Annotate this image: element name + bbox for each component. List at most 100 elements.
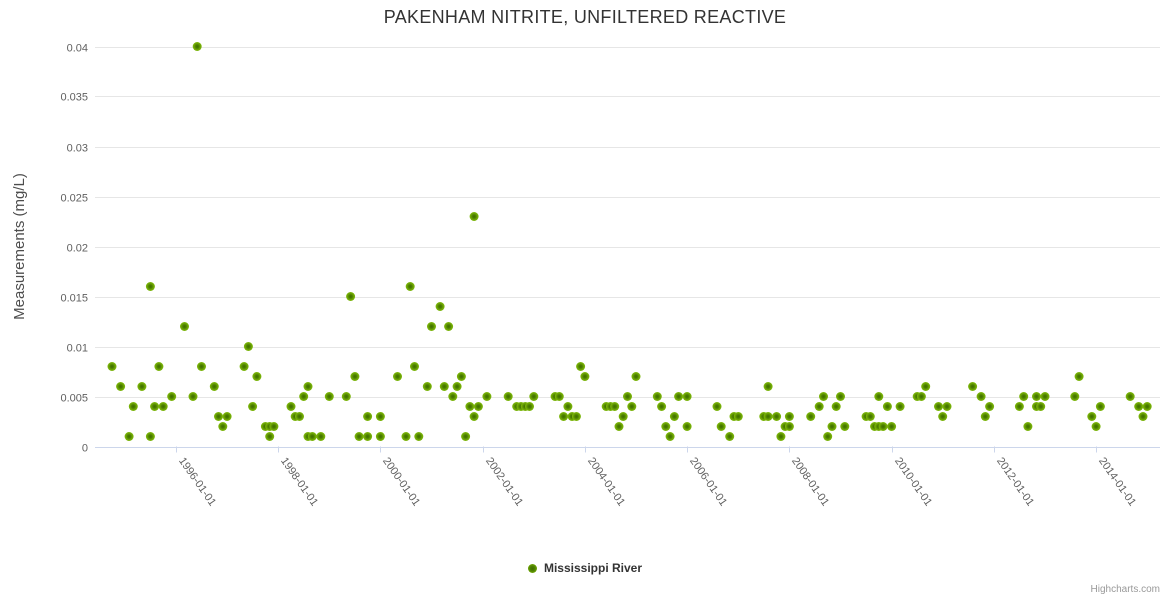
- data-point[interactable]: [252, 372, 262, 381]
- data-point[interactable]: [614, 422, 624, 431]
- data-point[interactable]: [154, 362, 164, 371]
- data-point[interactable]: [831, 402, 841, 411]
- data-point[interactable]: [307, 432, 317, 441]
- data-point[interactable]: [1032, 392, 1041, 401]
- data-point[interactable]: [865, 412, 875, 421]
- data-point[interactable]: [1036, 402, 1046, 411]
- data-point[interactable]: [725, 432, 735, 441]
- data-point[interactable]: [158, 402, 168, 411]
- data-point[interactable]: [1142, 402, 1152, 411]
- data-point[interactable]: [571, 412, 581, 421]
- data-point[interactable]: [197, 362, 206, 371]
- data-point[interactable]: [469, 412, 479, 421]
- data-point[interactable]: [503, 392, 513, 401]
- legend-item-mississippi-river[interactable]: Mississippi River: [0, 561, 1170, 575]
- data-point[interactable]: [265, 432, 275, 441]
- data-point[interactable]: [137, 382, 147, 391]
- data-point[interactable]: [469, 212, 479, 221]
- data-point[interactable]: [669, 412, 679, 421]
- highcharts-credits-link[interactable]: Highcharts.com: [1090, 584, 1160, 595]
- data-point[interactable]: [921, 382, 931, 391]
- data-point[interactable]: [763, 412, 773, 421]
- data-point[interactable]: [980, 412, 990, 421]
- data-point[interactable]: [554, 392, 564, 401]
- data-point[interactable]: [580, 372, 590, 381]
- data-point[interactable]: [916, 392, 926, 401]
- data-point[interactable]: [840, 422, 850, 431]
- data-point[interactable]: [393, 372, 402, 381]
- data-point[interactable]: [465, 402, 475, 411]
- data-point[interactable]: [405, 282, 415, 291]
- data-point[interactable]: [145, 282, 155, 291]
- data-point[interactable]: [128, 402, 138, 411]
- data-point[interactable]: [456, 372, 466, 381]
- data-point[interactable]: [784, 412, 794, 421]
- data-point[interactable]: [452, 382, 462, 391]
- data-point[interactable]: [363, 432, 373, 441]
- data-point[interactable]: [107, 362, 117, 371]
- data-point[interactable]: [209, 382, 219, 391]
- data-point[interactable]: [401, 432, 411, 441]
- data-point[interactable]: [968, 382, 978, 391]
- data-point[interactable]: [563, 402, 573, 411]
- data-point[interactable]: [934, 402, 943, 411]
- data-point[interactable]: [150, 402, 160, 411]
- data-point[interactable]: [836, 392, 845, 401]
- data-point[interactable]: [1091, 422, 1101, 431]
- data-point[interactable]: [243, 342, 253, 351]
- data-point[interactable]: [375, 412, 385, 421]
- data-point[interactable]: [559, 412, 569, 421]
- data-point[interactable]: [214, 412, 223, 421]
- data-point[interactable]: [623, 392, 632, 401]
- data-point[interactable]: [473, 402, 483, 411]
- data-point[interactable]: [576, 362, 586, 371]
- data-point[interactable]: [887, 422, 897, 431]
- data-point[interactable]: [610, 402, 620, 411]
- data-point[interactable]: [124, 432, 134, 441]
- data-point[interactable]: [878, 422, 888, 431]
- data-point[interactable]: [652, 392, 662, 401]
- data-point[interactable]: [827, 422, 837, 431]
- data-point[interactable]: [1014, 402, 1024, 411]
- data-point[interactable]: [733, 412, 743, 421]
- data-point[interactable]: [976, 392, 986, 401]
- data-point[interactable]: [145, 432, 155, 441]
- data-point[interactable]: [286, 402, 296, 411]
- data-point[interactable]: [1074, 372, 1084, 381]
- data-point[interactable]: [529, 392, 539, 401]
- data-point[interactable]: [375, 432, 385, 441]
- data-point[interactable]: [1023, 422, 1033, 431]
- data-point[interactable]: [776, 432, 786, 441]
- data-point[interactable]: [341, 392, 351, 401]
- data-point[interactable]: [239, 362, 249, 371]
- data-point[interactable]: [772, 412, 782, 421]
- data-point[interactable]: [895, 402, 905, 411]
- data-point[interactable]: [665, 432, 675, 441]
- data-point[interactable]: [942, 402, 952, 411]
- data-point[interactable]: [819, 392, 828, 401]
- data-point[interactable]: [661, 422, 671, 431]
- data-point[interactable]: [1125, 392, 1135, 401]
- data-point[interactable]: [882, 402, 892, 411]
- data-point[interactable]: [823, 432, 833, 441]
- data-point[interactable]: [763, 382, 773, 391]
- data-point[interactable]: [295, 412, 304, 421]
- data-point[interactable]: [985, 402, 995, 411]
- data-point[interactable]: [414, 432, 424, 441]
- data-point[interactable]: [784, 422, 794, 431]
- data-point[interactable]: [410, 362, 419, 371]
- data-point[interactable]: [657, 402, 667, 411]
- data-point[interactable]: [427, 322, 436, 331]
- data-point[interactable]: [806, 412, 816, 421]
- data-point[interactable]: [303, 382, 313, 391]
- data-point[interactable]: [269, 422, 279, 431]
- data-point[interactable]: [188, 392, 198, 401]
- data-point[interactable]: [363, 412, 373, 421]
- data-point[interactable]: [435, 302, 445, 311]
- data-point[interactable]: [1019, 392, 1029, 401]
- data-point[interactable]: [167, 392, 177, 401]
- data-point[interactable]: [814, 402, 824, 411]
- data-point[interactable]: [218, 422, 228, 431]
- data-point[interactable]: [682, 422, 692, 431]
- data-point[interactable]: [631, 372, 641, 381]
